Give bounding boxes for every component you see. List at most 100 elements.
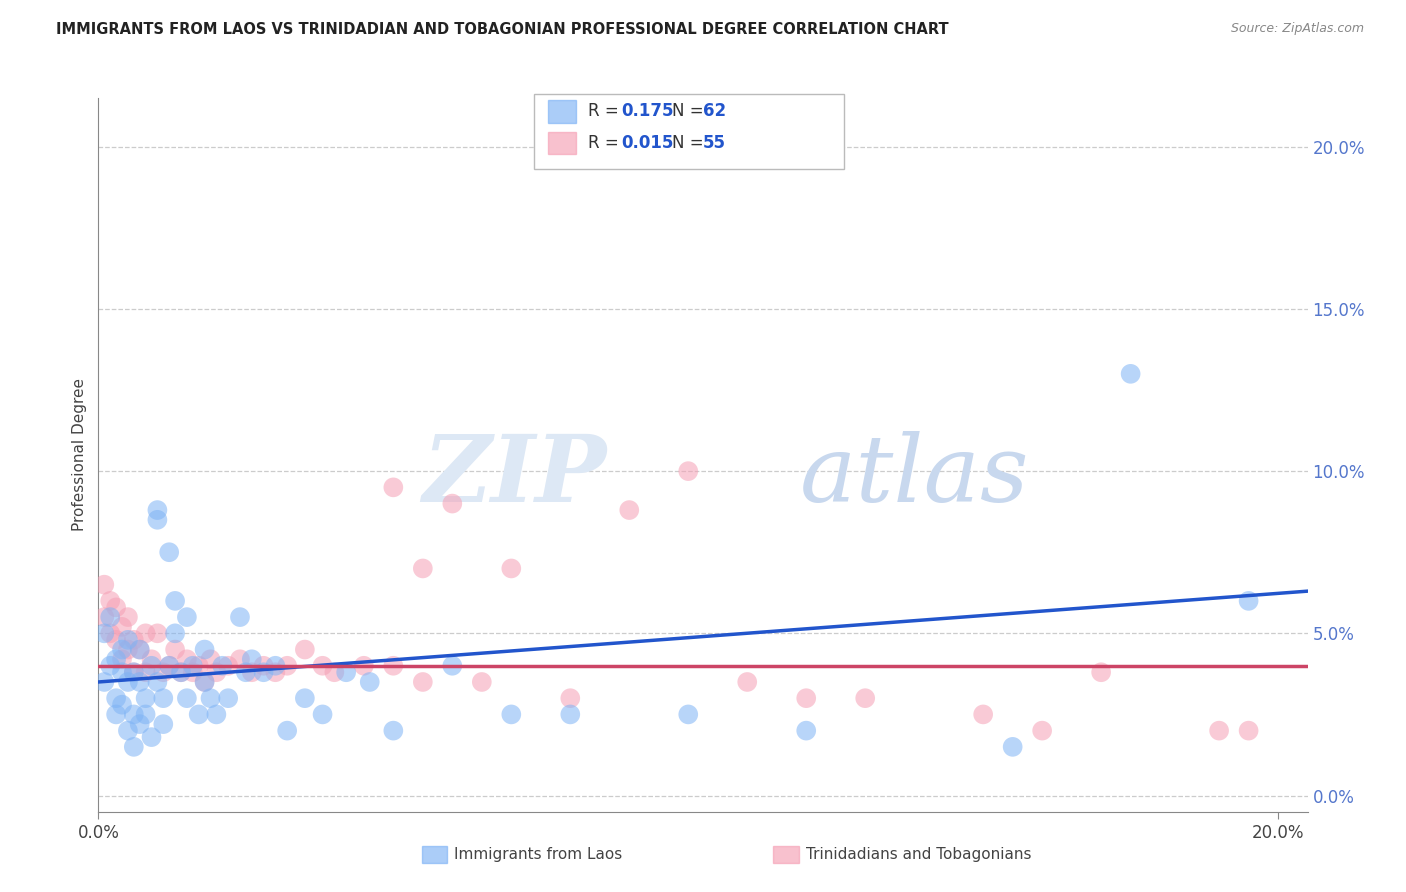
Point bbox=[98, 594, 121, 608]
Point bbox=[157, 658, 180, 673]
Point bbox=[735, 675, 758, 690]
Point bbox=[111, 665, 134, 680]
Point bbox=[128, 717, 150, 731]
Text: N =: N = bbox=[672, 134, 709, 152]
Text: N =: N = bbox=[672, 103, 709, 120]
Point bbox=[111, 642, 134, 657]
Text: IMMIGRANTS FROM LAOS VS TRINIDADIAN AND TOBAGONIAN PROFESSIONAL DEGREE CORRELATI: IMMIGRANTS FROM LAOS VS TRINIDADIAN AND … bbox=[56, 22, 949, 37]
Point bbox=[1031, 723, 1053, 738]
Point bbox=[98, 610, 121, 624]
Point bbox=[146, 513, 169, 527]
Point bbox=[200, 652, 222, 666]
Point bbox=[135, 691, 157, 706]
Point bbox=[235, 665, 257, 680]
Point bbox=[412, 675, 434, 690]
Text: 62: 62 bbox=[703, 103, 725, 120]
Point bbox=[501, 707, 523, 722]
Point bbox=[146, 503, 169, 517]
Point bbox=[176, 610, 198, 624]
Point bbox=[111, 698, 134, 712]
Point bbox=[560, 707, 582, 722]
Point bbox=[441, 658, 464, 673]
Point bbox=[217, 658, 239, 673]
Point bbox=[117, 675, 139, 690]
Point bbox=[353, 658, 375, 673]
Point bbox=[311, 707, 333, 722]
Point bbox=[229, 610, 252, 624]
Point bbox=[211, 658, 233, 673]
Point bbox=[176, 691, 198, 706]
Point bbox=[501, 561, 523, 575]
Text: Trinidadians and Tobagonians: Trinidadians and Tobagonians bbox=[806, 847, 1031, 862]
Point bbox=[181, 665, 204, 680]
Text: R =: R = bbox=[588, 134, 624, 152]
Point bbox=[105, 691, 128, 706]
Point bbox=[252, 665, 274, 680]
Point bbox=[187, 658, 209, 673]
Point bbox=[135, 665, 157, 680]
Point bbox=[98, 626, 121, 640]
Point bbox=[152, 691, 174, 706]
Point bbox=[105, 707, 128, 722]
Text: 55: 55 bbox=[703, 134, 725, 152]
Point bbox=[471, 675, 494, 690]
Point bbox=[335, 665, 357, 680]
Point bbox=[117, 632, 139, 647]
Point bbox=[111, 652, 134, 666]
Point bbox=[619, 503, 641, 517]
Point bbox=[412, 561, 434, 575]
Point bbox=[794, 723, 817, 738]
Point bbox=[141, 730, 163, 744]
Point bbox=[157, 545, 180, 559]
Text: ZIP: ZIP bbox=[422, 432, 606, 521]
Point bbox=[146, 626, 169, 640]
Point bbox=[176, 652, 198, 666]
Point bbox=[128, 642, 150, 657]
Point bbox=[170, 665, 193, 680]
Point bbox=[229, 652, 252, 666]
Point bbox=[141, 652, 163, 666]
Text: Source: ZipAtlas.com: Source: ZipAtlas.com bbox=[1230, 22, 1364, 36]
Point bbox=[105, 632, 128, 647]
Point bbox=[323, 665, 346, 680]
Point bbox=[1001, 739, 1024, 754]
Point bbox=[128, 675, 150, 690]
Point bbox=[170, 665, 193, 680]
Point bbox=[93, 610, 115, 624]
Point bbox=[194, 675, 217, 690]
Point bbox=[217, 691, 239, 706]
Point bbox=[117, 642, 139, 657]
Point bbox=[187, 707, 209, 722]
Point bbox=[152, 717, 174, 731]
Point bbox=[1237, 594, 1260, 608]
Point bbox=[122, 707, 145, 722]
Point bbox=[122, 739, 145, 754]
Text: 0.015: 0.015 bbox=[621, 134, 673, 152]
Text: Immigrants from Laos: Immigrants from Laos bbox=[454, 847, 623, 862]
Point bbox=[972, 707, 994, 722]
Point bbox=[240, 652, 263, 666]
Point bbox=[382, 658, 405, 673]
Point bbox=[117, 723, 139, 738]
Point bbox=[1090, 665, 1112, 680]
Text: 0.175: 0.175 bbox=[621, 103, 673, 120]
Point bbox=[1237, 723, 1260, 738]
Point bbox=[264, 665, 287, 680]
Point bbox=[152, 665, 174, 680]
Point bbox=[117, 610, 139, 624]
Point bbox=[252, 658, 274, 673]
Text: R =: R = bbox=[588, 103, 624, 120]
Point bbox=[194, 642, 217, 657]
Point bbox=[794, 691, 817, 706]
Point bbox=[165, 626, 187, 640]
Point bbox=[678, 464, 700, 478]
Point bbox=[111, 620, 134, 634]
Point bbox=[200, 691, 222, 706]
Point bbox=[276, 658, 298, 673]
Point bbox=[205, 665, 228, 680]
Point bbox=[165, 594, 187, 608]
Point bbox=[105, 600, 128, 615]
Point bbox=[181, 658, 204, 673]
Point bbox=[93, 675, 115, 690]
Point bbox=[93, 577, 115, 591]
